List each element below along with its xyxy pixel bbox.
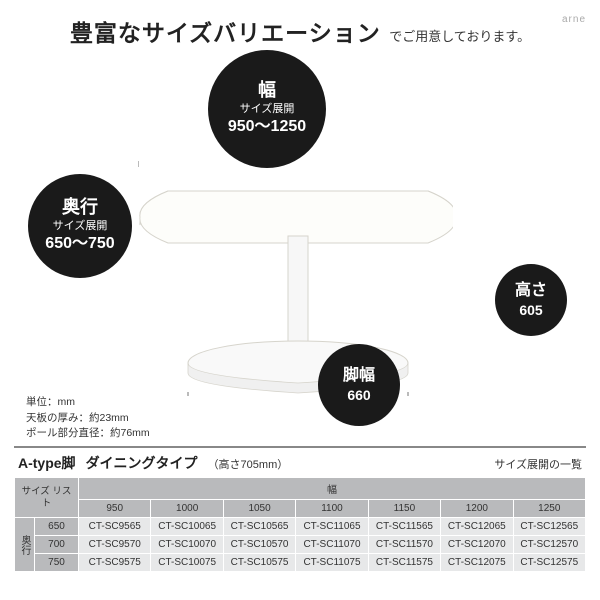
row-head: 700	[35, 536, 79, 554]
col-head: 1000	[151, 500, 223, 518]
leg-badge: 脚幅 660	[318, 344, 400, 426]
col-group-header: 幅	[79, 478, 586, 500]
note-unit: 単位：mm	[26, 395, 150, 411]
col-head: 950	[79, 500, 151, 518]
table-title-row: A-type脚 ダイニングタイプ （高さ705mm） サイズ展開の一覧	[14, 446, 586, 477]
depth-badge-title: 奥行	[62, 197, 98, 219]
cell: CT-SC10065	[151, 518, 223, 536]
table-title-right: サイズ展開の一覧	[494, 456, 582, 472]
cell: CT-SC9570	[79, 536, 151, 554]
table-row: 700 CT-SC9570 CT-SC10070 CT-SC10570 CT-S…	[15, 536, 586, 554]
col-head: 1100	[296, 500, 368, 518]
cell: CT-SC12075	[441, 554, 513, 572]
note-pole: ポール部分直径：約76mm	[26, 426, 150, 442]
cell: CT-SC12070	[441, 536, 513, 554]
cell: CT-SC10565	[223, 518, 295, 536]
height-badge: 高さ 605	[495, 264, 567, 336]
width-badge-value: 950～1250	[228, 117, 306, 138]
note-thickness: 天板の厚み：約23mm	[26, 411, 150, 427]
cell: CT-SC10570	[223, 536, 295, 554]
table-title-type: ダイニングタイプ	[86, 453, 198, 473]
size-table-section: A-type脚 ダイニングタイプ （高さ705mm） サイズ展開の一覧 サイズ …	[0, 446, 600, 582]
cell: CT-SC11065	[296, 518, 368, 536]
table-row: 奥行 650 CT-SC9565 CT-SC10065 CT-SC10565 C…	[15, 518, 586, 536]
table-title-height: （高さ705mm）	[208, 456, 289, 472]
notes: 単位：mm 天板の厚み：約23mm ポール部分直径：約76mm	[26, 395, 150, 442]
table-title-main: A-type脚	[18, 453, 76, 473]
depth-badge-value: 650～750	[45, 234, 114, 255]
leg-badge-title: 脚幅	[343, 366, 375, 385]
col-head: 1250	[513, 500, 585, 518]
cell: CT-SC11075	[296, 554, 368, 572]
col-head: 1150	[368, 500, 440, 518]
width-badge: 幅 サイズ展開 950～1250	[208, 50, 326, 168]
cell: CT-SC12575	[513, 554, 585, 572]
brand-watermark: arne	[562, 14, 586, 25]
cell: CT-SC9565	[79, 518, 151, 536]
leg-badge-value: 660	[347, 386, 370, 404]
depth-badge: 奥行 サイズ展開 650～750	[28, 174, 132, 278]
height-badge-title: 高さ	[515, 281, 547, 300]
header-main: 豊富なサイズバリエーション	[70, 20, 381, 46]
col-head: 1200	[441, 500, 513, 518]
cell: CT-SC11570	[368, 536, 440, 554]
table-row: 750 CT-SC9575 CT-SC10075 CT-SC10575 CT-S…	[15, 554, 586, 572]
row-group-header: 奥行	[15, 518, 35, 572]
table-corner: サイズ リスト	[15, 478, 79, 518]
cell: CT-SC11070	[296, 536, 368, 554]
cell: CT-SC9575	[79, 554, 151, 572]
cell: CT-SC11575	[368, 554, 440, 572]
header: 豊富なサイズバリエーション でご用意しております。	[0, 0, 600, 56]
cell: CT-SC12565	[513, 518, 585, 536]
diagram-area: 幅 サイズ展開 950～1250 奥行 サイズ展開 650～750 脚幅 660…	[0, 56, 600, 446]
cell: CT-SC11565	[368, 518, 440, 536]
col-head: 1050	[223, 500, 295, 518]
depth-badge-sub: サイズ展開	[53, 219, 108, 234]
cell: CT-SC12065	[441, 518, 513, 536]
header-sub: でご用意しております。	[389, 29, 530, 44]
col-headers-row: 950 1000 1050 1100 1150 1200 1250	[15, 500, 586, 518]
row-head: 650	[35, 518, 79, 536]
row-head: 750	[35, 554, 79, 572]
cell: CT-SC10070	[151, 536, 223, 554]
cell: CT-SC12570	[513, 536, 585, 554]
width-badge-title: 幅	[258, 80, 276, 102]
cell: CT-SC10575	[223, 554, 295, 572]
size-table: サイズ リスト 幅 950 1000 1050 1100 1150 1200 1…	[14, 477, 586, 572]
cell: CT-SC10075	[151, 554, 223, 572]
height-badge-value: 605	[519, 301, 542, 319]
width-badge-sub: サイズ展開	[240, 102, 295, 117]
table-illustration	[138, 161, 453, 396]
